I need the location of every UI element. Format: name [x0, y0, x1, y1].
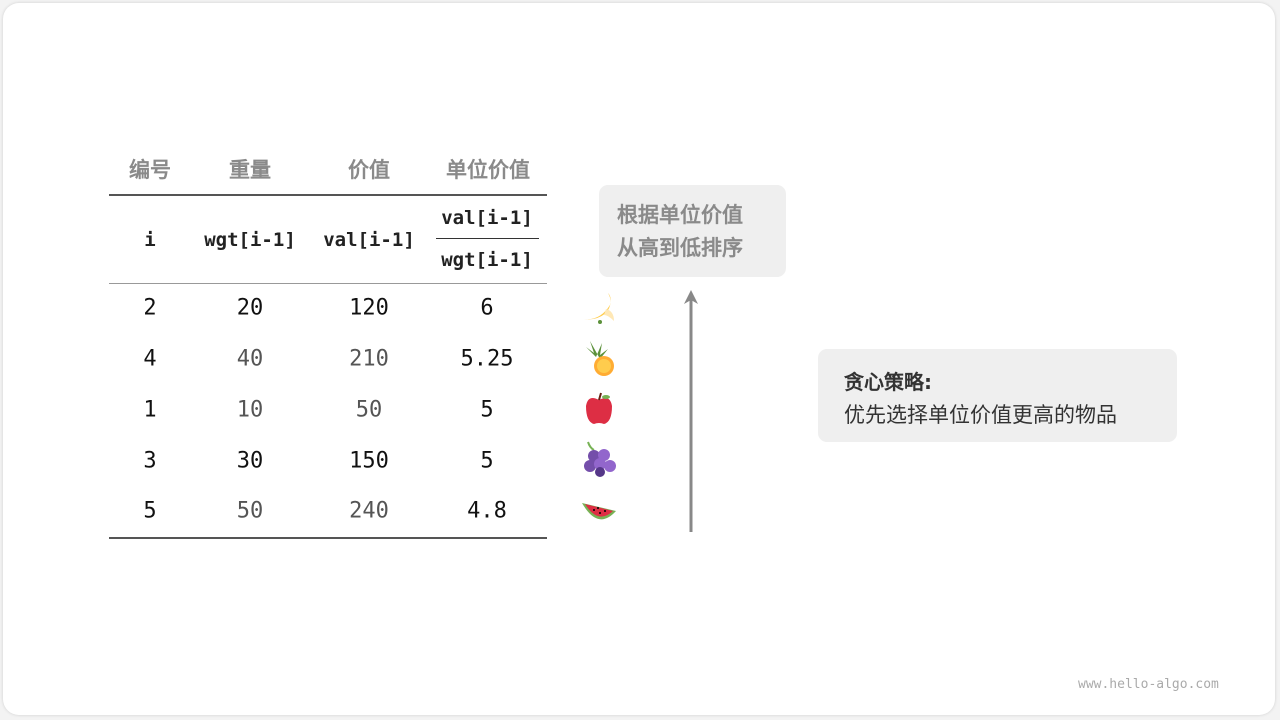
- strategy-text: 优先选择单位价值更高的物品: [844, 403, 1117, 427]
- up-arrow-icon: [684, 290, 698, 532]
- grapes-icon: [584, 441, 616, 477]
- pineapple-icon: [586, 341, 614, 376]
- symbol-unit-numerator: val[i-1]: [441, 207, 533, 229]
- fraction-bar: [436, 238, 539, 239]
- cell-id: 3: [143, 448, 157, 474]
- strategy-title: 贪心策略:: [844, 370, 932, 394]
- watermelon-icon: [582, 503, 616, 520]
- symbol-weight: wgt[i-1]: [204, 229, 296, 251]
- sort-note-box: 根据单位价值 从高到低排序: [599, 185, 786, 277]
- cell-value: 150: [349, 448, 389, 474]
- header-unit-value: 单位价值: [446, 158, 530, 182]
- cell-weight: 20: [236, 295, 264, 321]
- banana-icon: [584, 293, 614, 324]
- table-header-rule: [109, 283, 547, 284]
- symbol-unit-denominator: wgt[i-1]: [441, 249, 533, 271]
- cell-id: 4: [143, 346, 157, 372]
- cell-weight: 40: [236, 346, 264, 372]
- cell-id: 5: [143, 498, 157, 524]
- symbol-id: i: [144, 229, 156, 251]
- cell-value: 210: [349, 346, 389, 372]
- cell-unit-value: 5: [480, 397, 494, 423]
- cell-weight: 50: [236, 498, 264, 524]
- cell-value: 50: [355, 397, 383, 423]
- header-weight: 重量: [229, 158, 271, 182]
- cell-id: 2: [143, 295, 157, 321]
- sort-note-line1: 根据单位价值: [617, 203, 743, 227]
- apple-icon: [586, 392, 612, 424]
- watermark: www.hello-algo.com: [1078, 677, 1219, 692]
- sort-note-text: 根据单位价值 从高到低排序: [617, 199, 743, 265]
- header-id: 编号: [129, 158, 171, 182]
- cell-unit-value: 4.8: [467, 498, 507, 524]
- cell-value: 120: [349, 295, 389, 321]
- cell-unit-value: 5: [480, 448, 494, 474]
- strategy-box: 贪心策略: 优先选择单位价值更高的物品: [818, 349, 1177, 442]
- cell-value: 240: [349, 498, 389, 524]
- cell-weight: 10: [236, 397, 264, 423]
- header-value: 价值: [348, 158, 390, 182]
- cell-unit-value: 5.25: [460, 346, 514, 372]
- table-bottom-rule: [109, 537, 547, 539]
- cell-weight: 30: [236, 448, 264, 474]
- table-top-rule: [109, 194, 547, 196]
- cell-unit-value: 6: [480, 295, 494, 321]
- cell-id: 1: [143, 397, 157, 423]
- sort-note-line2: 从高到低排序: [617, 236, 743, 260]
- symbol-value: val[i-1]: [323, 229, 415, 251]
